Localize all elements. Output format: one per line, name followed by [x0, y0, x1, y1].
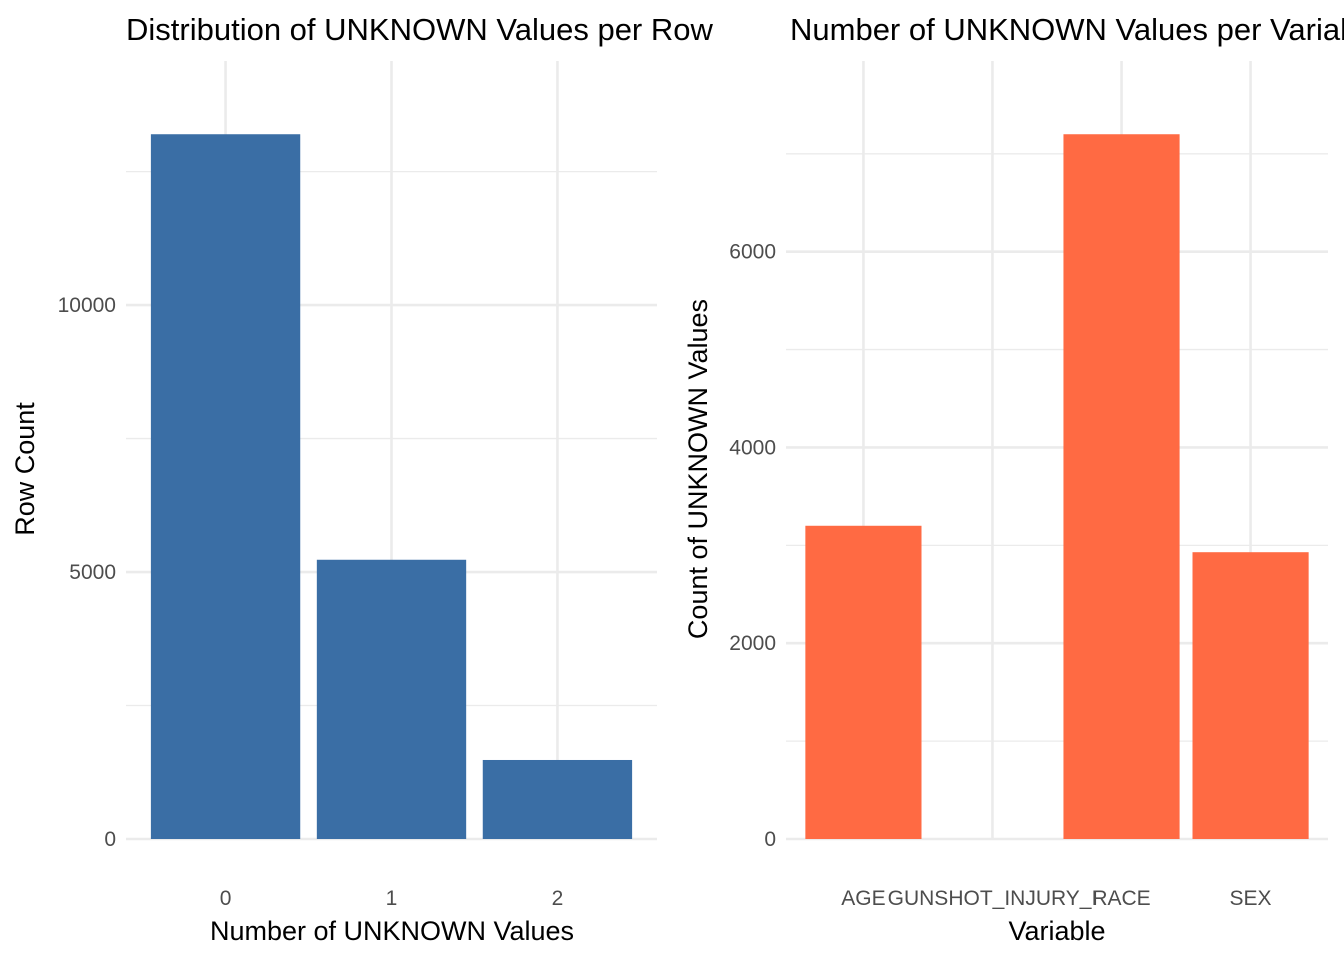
right-y-tick-labels: 0 2000 4000 6000: [729, 241, 776, 851]
y-tick-label: 2000: [729, 632, 776, 655]
right-bars: [805, 134, 1309, 839]
right-chart-title: Number of UNKNOWN Values per Variable: [790, 12, 1344, 47]
bar: [1063, 134, 1180, 839]
x-tick-label: 0: [220, 887, 232, 910]
x-tick-label: 1: [386, 887, 398, 910]
y-tick-label: 0: [104, 828, 116, 851]
y-tick-label: 4000: [729, 436, 776, 459]
bar: [316, 559, 467, 839]
left-x-axis-title: Number of UNKNOWN Values: [210, 916, 574, 946]
left-bars: [150, 134, 633, 839]
left-y-axis-title: Row Count: [10, 402, 40, 536]
bar: [1192, 552, 1309, 839]
left-chart-title: Distribution of UNKNOWN Values per Row: [126, 12, 713, 47]
y-tick-label: 6000: [729, 241, 776, 264]
x-tick-label: AGE: [841, 887, 885, 910]
left-y-tick-labels: 0 5000 10000: [58, 294, 116, 851]
right-x-axis-title: Variable: [1008, 916, 1105, 946]
x-tick-label: 2: [552, 887, 564, 910]
bar: [482, 759, 633, 839]
bar: [805, 525, 922, 839]
y-tick-label: 10000: [58, 294, 116, 317]
x-tick-label: SEX: [1230, 887, 1272, 910]
left-x-tick-labels: 0 1 2: [220, 887, 564, 910]
x-tick-label: RACE: [1092, 887, 1150, 910]
y-tick-label: 0: [764, 828, 776, 851]
panel-left: 0 5000 10000 0 1 2 Distribution of UNKNOWN V…: [10, 12, 713, 946]
y-tick-label: 5000: [69, 561, 116, 584]
bar: [150, 134, 301, 839]
right-y-axis-title: Count of UNKNOWN Values: [683, 299, 713, 639]
x-tick-label: GUNSHOT_INJURY_I: [888, 887, 1098, 910]
